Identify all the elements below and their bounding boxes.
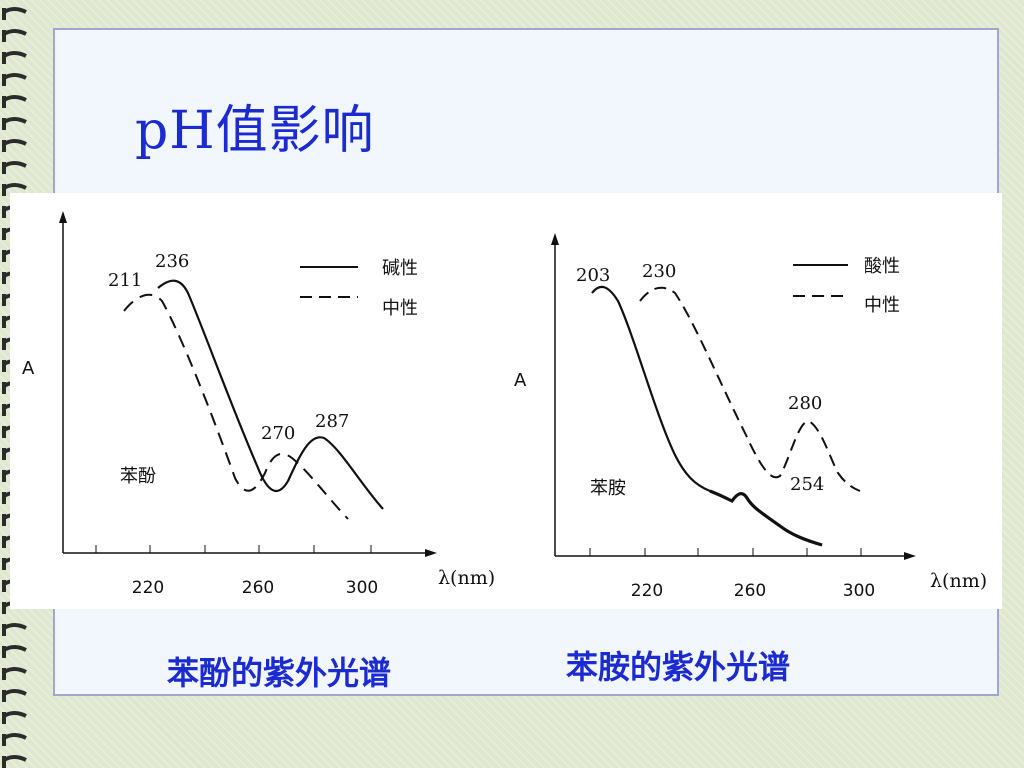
binding-ring bbox=[2, 139, 27, 152]
aniline-x-arrow bbox=[904, 552, 916, 560]
phenol-tick-label: 260 bbox=[242, 578, 274, 598]
aniline-legend-acid: 酸性 bbox=[864, 256, 900, 277]
binding-ring bbox=[2, 95, 27, 108]
aniline-y-label: A bbox=[514, 370, 527, 391]
aniline-chart: 220 260 300 λ(nm) A 203 230 280 254 苯胺 酸… bbox=[514, 233, 987, 601]
phenol-neutral-curve bbox=[123, 293, 349, 520]
binding-ring bbox=[2, 51, 27, 64]
binding-ring bbox=[2, 689, 27, 702]
phenol-x-label: λ(nm) bbox=[438, 567, 495, 589]
binding-ring bbox=[2, 183, 27, 196]
aniline-legend-neutral: 中性 bbox=[864, 295, 900, 316]
aniline-peak-label: 254 bbox=[790, 474, 824, 495]
aniline-peak-label: 230 bbox=[642, 261, 676, 282]
phenol-caption: 苯酚的紫外光谱 bbox=[167, 654, 392, 692]
binding-ring bbox=[2, 7, 27, 20]
phenol-peak-label: 287 bbox=[315, 411, 349, 432]
phenol-peak-label: 236 bbox=[155, 251, 189, 272]
phenol-peak-label: 211 bbox=[108, 270, 142, 291]
aniline-y-arrow bbox=[551, 233, 559, 245]
aniline-caption: 苯胺的紫外光谱 bbox=[566, 648, 791, 686]
binding-ring bbox=[2, 623, 27, 636]
phenol-legend-neutral: 中性 bbox=[382, 298, 418, 319]
phenol-tick-label: 300 bbox=[346, 578, 378, 598]
aniline-tick-label: 260 bbox=[734, 581, 766, 601]
aniline-neutral-curve bbox=[639, 286, 861, 492]
phenol-y-arrow bbox=[59, 211, 67, 223]
binding-ring bbox=[2, 733, 27, 746]
phenol-tick-label: 220 bbox=[132, 578, 164, 598]
phenol-y-label: A bbox=[22, 358, 35, 379]
binding-ring bbox=[2, 667, 27, 680]
spectra-figure: 220 260 300 λ(nm) A 211 236 270 287 苯酚 碱… bbox=[10, 193, 1002, 609]
binding-ring bbox=[2, 645, 27, 658]
binding-ring bbox=[2, 29, 27, 42]
aniline-acid-curve bbox=[591, 285, 823, 547]
aniline-peak-label: 203 bbox=[576, 265, 610, 286]
binding-ring bbox=[2, 73, 27, 86]
binding-ring bbox=[2, 755, 27, 768]
aniline-peak-label: 280 bbox=[788, 393, 822, 414]
binding-ring bbox=[2, 117, 27, 130]
phenol-legend-basic: 碱性 bbox=[382, 258, 418, 279]
spectra-svg: 220 260 300 λ(nm) A 211 236 270 287 苯酚 碱… bbox=[22, 211, 987, 601]
slide-title: pH值影响 bbox=[135, 101, 375, 161]
aniline-tick-label: 220 bbox=[631, 581, 663, 601]
phenol-chart: 220 260 300 λ(nm) A 211 236 270 287 苯酚 碱… bbox=[22, 211, 495, 598]
phenol-peak-label: 270 bbox=[261, 423, 295, 444]
phenol-x-arrow bbox=[425, 549, 437, 557]
binding-ring bbox=[2, 711, 27, 724]
aniline-compound-label: 苯胺 bbox=[590, 478, 626, 499]
aniline-tick-label: 300 bbox=[843, 581, 875, 601]
phenol-basic-curve bbox=[157, 279, 384, 510]
aniline-acid-bold-segment bbox=[709, 489, 823, 547]
phenol-compound-label: 苯酚 bbox=[120, 466, 156, 487]
binding-ring bbox=[2, 161, 27, 174]
aniline-x-label: λ(nm) bbox=[930, 570, 987, 592]
